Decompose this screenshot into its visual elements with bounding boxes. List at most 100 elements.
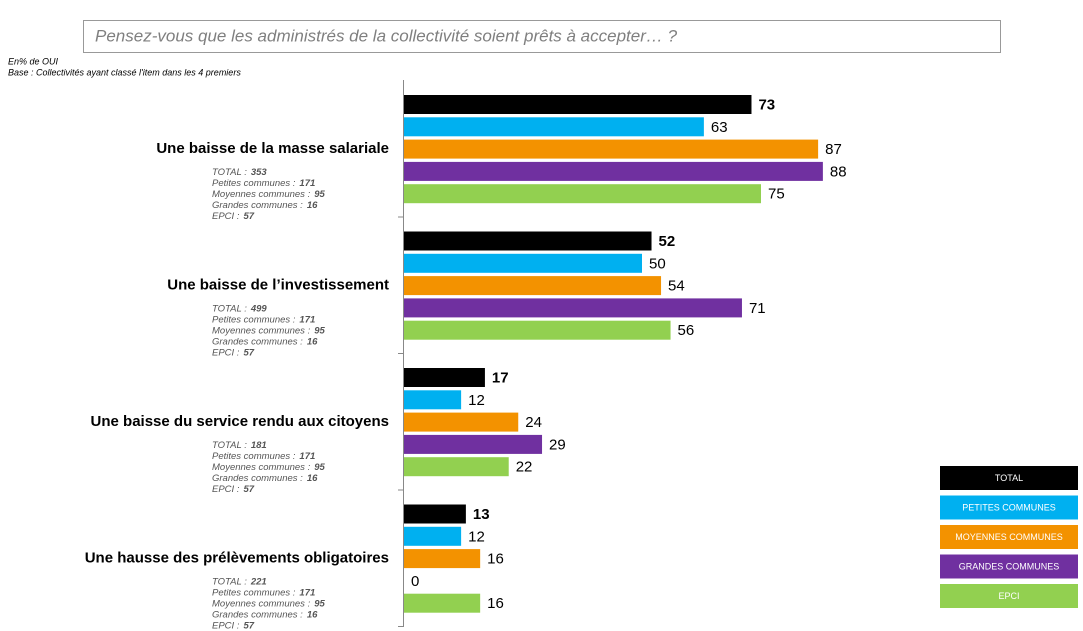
base-text: Moyennes communes :95 xyxy=(212,598,326,609)
value-label: 0 xyxy=(411,573,419,590)
bar xyxy=(404,276,662,296)
legend-label: GRANDES COMMUNES xyxy=(959,561,1060,571)
base-label: Moyennes communes : xyxy=(212,462,311,473)
base-text: EPCI :57 xyxy=(212,484,255,495)
base-label: Moyennes communes : xyxy=(212,598,311,609)
value-label: 63 xyxy=(711,119,728,136)
base-label: Petites communes : xyxy=(212,451,296,462)
base-count: 221 xyxy=(250,576,267,587)
legend-swatch xyxy=(940,525,1078,549)
base-text: Petites communes :171 xyxy=(212,451,315,462)
base-count: 95 xyxy=(314,189,325,200)
base-text: TOTAL :221 xyxy=(212,576,267,587)
base-count: 57 xyxy=(243,620,254,631)
bar xyxy=(404,368,485,387)
base-label: Grandes communes : xyxy=(212,336,303,347)
base-count: 95 xyxy=(314,462,325,473)
base-text: EPCI :57 xyxy=(212,347,255,358)
note: En% de OUI xyxy=(8,56,59,66)
base-text: Grandes communes : 16 xyxy=(212,200,318,211)
base-text: Moyennes communes :95 xyxy=(212,325,326,336)
base-count: 16 xyxy=(307,336,318,347)
value-label: 88 xyxy=(830,163,847,180)
bar xyxy=(404,412,519,432)
legend-label: PETITES COMMUNES xyxy=(962,502,1056,512)
base-count: 181 xyxy=(251,440,267,451)
base-label: Petites communes : xyxy=(212,178,296,189)
base-text: EPCI :57 xyxy=(212,211,255,222)
value-label: 50 xyxy=(649,255,666,272)
base-count: 499 xyxy=(250,303,268,314)
base-text: Petites communes :171 xyxy=(212,587,315,598)
category-label: Une baisse de la masse salariale xyxy=(156,140,389,157)
bar xyxy=(404,434,543,454)
base-count: 57 xyxy=(243,211,254,222)
base-count: 95 xyxy=(314,598,325,609)
base-label: Grandes communes : xyxy=(212,200,303,211)
bar xyxy=(404,549,481,569)
base-label: Petites communes : xyxy=(212,314,296,325)
base-count: 16 xyxy=(307,609,318,620)
value-label: 12 xyxy=(468,528,485,545)
base-label: Grandes communes : xyxy=(212,609,303,620)
bar xyxy=(404,231,652,251)
bar xyxy=(404,504,466,524)
value-label: 73 xyxy=(758,96,775,113)
value-label: 16 xyxy=(487,595,504,612)
legend-swatch xyxy=(940,495,1078,520)
base-count: 171 xyxy=(299,314,315,325)
category-label: Une hausse des prélèvements obligatoires xyxy=(85,550,389,567)
value-label: 71 xyxy=(749,300,766,317)
base-count: 57 xyxy=(243,484,254,495)
base-text: EPCI :57 xyxy=(212,620,255,631)
base-count: 171 xyxy=(299,178,315,189)
value-label: 17 xyxy=(492,369,509,386)
base-text: TOTAL : 181 xyxy=(212,440,267,451)
base-text: Grandes communes : 16 xyxy=(212,473,318,484)
value-label: 75 xyxy=(768,186,785,203)
base-label: Grandes communes : xyxy=(212,473,303,484)
base-text: Grandes communes : 16 xyxy=(212,609,318,620)
value-label: 54 xyxy=(668,278,685,295)
bar xyxy=(404,526,462,546)
base-text: TOTAL : 353 xyxy=(212,167,267,178)
legend-swatch xyxy=(940,466,1078,490)
value-label: 16 xyxy=(487,551,504,568)
value-label: 52 xyxy=(659,233,676,250)
base-label: EPCI : xyxy=(212,347,240,358)
bar xyxy=(404,253,642,273)
base-label: EPCI : xyxy=(212,484,240,495)
legend-label: TOTAL xyxy=(995,473,1023,483)
value-label: 87 xyxy=(825,141,842,158)
bar xyxy=(404,320,671,340)
bar xyxy=(404,161,823,181)
base-text: Moyennes communes :95 xyxy=(212,462,326,473)
bar xyxy=(404,139,819,159)
base-count: 353 xyxy=(251,167,268,178)
base-label: TOTAL : xyxy=(212,167,247,178)
value-label: 29 xyxy=(549,436,566,453)
base-label: Petites communes : xyxy=(212,587,296,598)
legend-swatch xyxy=(940,554,1078,579)
base-count: 16 xyxy=(307,200,318,211)
value-label: 13 xyxy=(473,506,490,523)
legend-label: EPCI xyxy=(998,591,1019,601)
base-label: Moyennes communes : xyxy=(212,325,311,336)
note: Base : Collectivités ayant classé l'item… xyxy=(8,67,241,77)
base-text: Petites communes :171 xyxy=(212,314,315,325)
base-label: TOTAL : xyxy=(212,440,247,451)
base-count: 16 xyxy=(307,473,318,484)
bar xyxy=(404,95,752,114)
base-text: Petites communes :171 xyxy=(212,178,315,189)
bar xyxy=(404,457,509,477)
value-label: 22 xyxy=(516,459,533,476)
value-label: 56 xyxy=(678,322,695,339)
base-text: Moyennes communes :95 xyxy=(212,189,326,200)
bar xyxy=(404,298,742,318)
base-label: TOTAL : xyxy=(212,303,247,314)
base-label: EPCI : xyxy=(212,211,240,222)
base-text: TOTAL :499 xyxy=(212,303,267,314)
base-count: 171 xyxy=(299,587,315,598)
value-label: 12 xyxy=(468,392,485,409)
